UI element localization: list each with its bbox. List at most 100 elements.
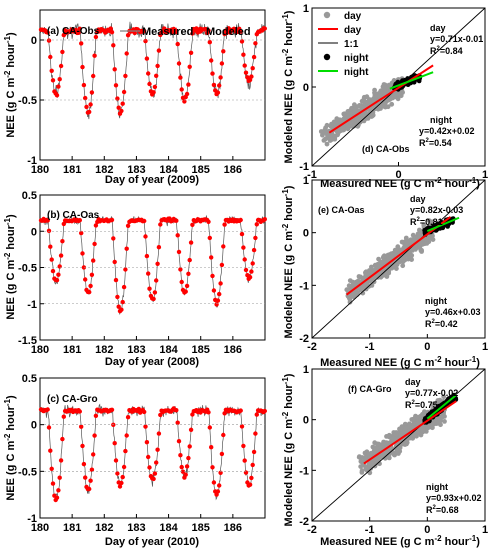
panel-d-night-title: night [430, 115, 452, 125]
day-point [351, 117, 357, 123]
modeled-point [219, 262, 225, 268]
y-tick-label: -1 [27, 155, 37, 167]
modeled-point [214, 302, 219, 307]
day-point [372, 90, 377, 96]
panel-f-night-eq: y=0.93x+0.02 [426, 493, 482, 503]
modeled-point [207, 235, 212, 241]
modeled-point [58, 458, 64, 463]
modeled-point [178, 453, 183, 458]
x-tick-label: 185 [192, 164, 210, 176]
x-tick-label: 182 [95, 344, 113, 356]
day-point [400, 263, 406, 269]
modeled-point [115, 294, 120, 300]
modeled-point [144, 253, 150, 259]
modeled-point [83, 475, 88, 480]
panel-c-label: (c) CA-Gro [47, 394, 98, 405]
day-point [376, 93, 382, 99]
y-tick-label: -1 [299, 465, 309, 477]
modeled-point [210, 465, 215, 470]
day-point [391, 436, 397, 441]
modeled-point [147, 81, 152, 87]
modeled-point [251, 54, 257, 60]
modeled-point [115, 471, 120, 476]
day-point [337, 128, 343, 134]
day-point [404, 425, 410, 430]
day-point [318, 129, 324, 134]
panel-f-axes: -2 -1 0 1 -2 -1 0 1 [299, 364, 488, 536]
modeled-point [54, 93, 60, 98]
modeled-point [155, 261, 160, 266]
day-point [398, 432, 404, 438]
modeled-point [242, 63, 247, 68]
day-point [409, 417, 415, 422]
modeled-point [249, 269, 254, 274]
panel-f-day-r2: R2=0.75 [405, 400, 438, 410]
modeled-point [143, 234, 148, 239]
modeled-point [120, 101, 125, 106]
modeled-point [146, 71, 151, 76]
modeled-point [206, 219, 211, 224]
modeled-point [210, 273, 215, 279]
panel-f-day-title: day [405, 377, 421, 387]
x-tick-label: 180 [31, 344, 49, 356]
modeled-point [112, 67, 117, 72]
day-point [402, 251, 408, 257]
y-tick-label: 0 [31, 420, 37, 432]
day-point [415, 421, 421, 427]
day-point [420, 424, 426, 430]
modeled-point [92, 433, 97, 438]
modeled-point [146, 271, 151, 276]
modeled-point [49, 257, 54, 262]
modeled-point [121, 284, 127, 290]
modeled-point [241, 52, 246, 57]
day-point [378, 102, 383, 107]
day-point [325, 133, 331, 139]
legend-modeled-swatch [197, 28, 203, 34]
day-point [441, 394, 447, 400]
modeled-point [50, 481, 56, 486]
x-tick-label: 181 [63, 164, 81, 176]
modeled-point [61, 221, 66, 227]
modeled-point [116, 105, 121, 110]
legend-measured-label: Measured [142, 26, 193, 38]
modeled-point [57, 77, 62, 82]
day-point [374, 458, 380, 464]
day-point [397, 91, 402, 97]
day-point [414, 414, 420, 420]
modeled-point [178, 267, 183, 272]
modeled-point [124, 433, 129, 438]
day-point [381, 254, 386, 260]
modeled-point [183, 289, 188, 294]
modeled-point [93, 413, 99, 418]
modeled-point [146, 454, 151, 460]
modeled-point [49, 68, 54, 74]
modeled-point [48, 244, 53, 249]
modeled-point [56, 488, 61, 493]
modeled-point [262, 408, 267, 414]
modeled-point [84, 104, 89, 110]
day-point [378, 106, 383, 111]
modeled-point [175, 233, 180, 238]
day-point [386, 455, 392, 461]
day-fit-line [328, 64, 434, 134]
modeled-point [83, 277, 88, 282]
modeled-point [60, 436, 65, 442]
modeled-point [254, 412, 259, 417]
modeled-point [253, 431, 258, 436]
modeled-point [174, 408, 179, 413]
modeled-point [241, 245, 246, 250]
legend-night-fit-label: night [344, 67, 369, 78]
modeled-point [91, 258, 96, 263]
modeled-point [80, 64, 85, 70]
modeled-point [45, 30, 50, 35]
panel-e-day-eq: y=0.82x-0.03 [410, 205, 463, 215]
modeled-point [77, 218, 83, 223]
modeled-point [132, 30, 137, 36]
modeled-point [123, 73, 128, 79]
modeled-point [156, 245, 162, 250]
x-tick-label: 184 [159, 522, 178, 534]
modeled-point [120, 474, 125, 480]
modeled-point [218, 75, 223, 80]
night-fit-line [389, 71, 434, 90]
modeled-point [113, 277, 119, 283]
